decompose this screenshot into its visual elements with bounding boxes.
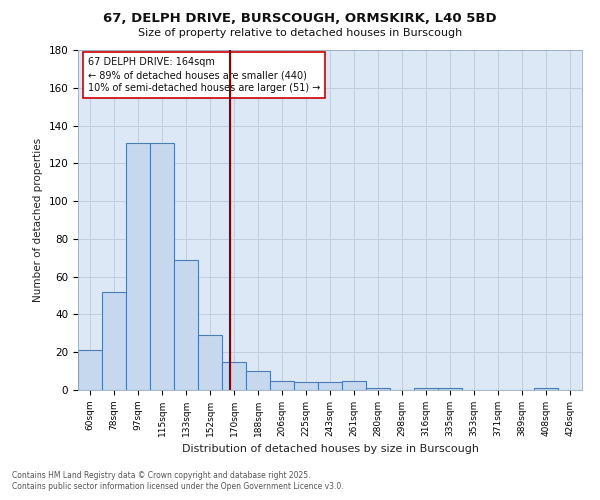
Bar [198, 335, 222, 390]
Text: 67 DELPH DRIVE: 164sqm
← 89% of detached houses are smaller (440)
10% of semi-de: 67 DELPH DRIVE: 164sqm ← 89% of detached… [88, 57, 320, 93]
Bar [318, 382, 342, 390]
Bar [102, 292, 126, 390]
Bar [438, 388, 462, 390]
Bar [222, 362, 246, 390]
Bar [534, 388, 558, 390]
Y-axis label: Number of detached properties: Number of detached properties [33, 138, 43, 302]
Text: 67, DELPH DRIVE, BURSCOUGH, ORMSKIRK, L40 5BD: 67, DELPH DRIVE, BURSCOUGH, ORMSKIRK, L4… [103, 12, 497, 26]
Text: Contains HM Land Registry data © Crown copyright and database right 2025.: Contains HM Land Registry data © Crown c… [12, 470, 311, 480]
Bar [174, 260, 198, 390]
Bar [294, 382, 318, 390]
Bar [246, 371, 270, 390]
Bar [366, 388, 390, 390]
Text: Size of property relative to detached houses in Burscough: Size of property relative to detached ho… [138, 28, 462, 38]
Bar [342, 380, 366, 390]
X-axis label: Distribution of detached houses by size in Burscough: Distribution of detached houses by size … [182, 444, 479, 454]
Bar [126, 142, 150, 390]
Bar [150, 142, 174, 390]
Bar [270, 380, 294, 390]
Bar [78, 350, 102, 390]
Text: Contains public sector information licensed under the Open Government Licence v3: Contains public sector information licen… [12, 482, 344, 491]
Bar [414, 388, 438, 390]
